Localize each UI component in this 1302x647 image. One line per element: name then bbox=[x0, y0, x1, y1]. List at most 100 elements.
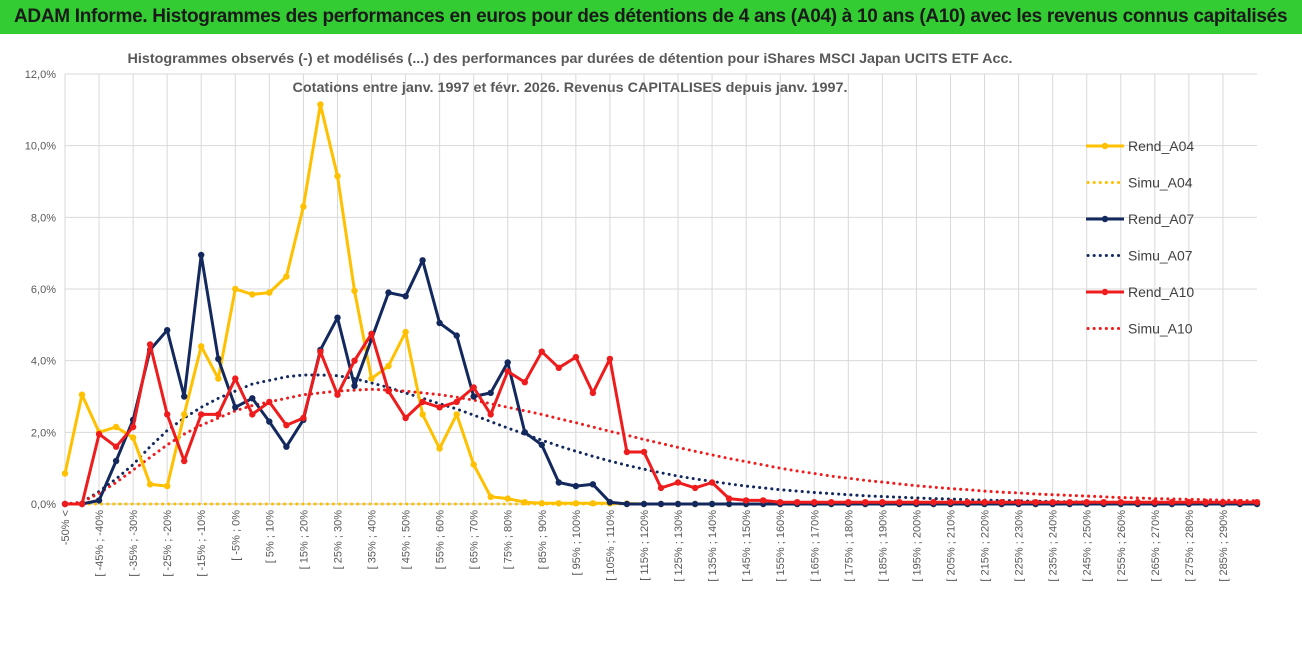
x-tick-label: [ 125% ; 130% bbox=[673, 510, 685, 582]
point-rend-a07 bbox=[402, 293, 409, 300]
point-rend-a10 bbox=[95, 430, 103, 438]
point-rend-a07 bbox=[640, 500, 648, 508]
point-rend-a04 bbox=[164, 482, 171, 490]
y-tick-label: 0,0% bbox=[31, 499, 56, 511]
point-rend-a10 bbox=[112, 443, 120, 450]
x-tick-label: [ 155% ; 160% bbox=[775, 510, 787, 582]
series-simu-a10 bbox=[63, 387, 1259, 506]
x-tick-label: [ 15% ; 20% bbox=[298, 510, 310, 570]
y-axis-ticks: 0,0% 2,0% 4,0% 6,0% 8,0% 10,0% 12,0% bbox=[25, 69, 56, 511]
point-rend-a10 bbox=[981, 499, 988, 506]
x-tick-label: [ 95% ; 100% bbox=[571, 510, 583, 576]
point-rend-a10 bbox=[1151, 499, 1159, 506]
point-rend-a10 bbox=[181, 457, 188, 465]
point-rend-a07 bbox=[215, 355, 222, 363]
x-tick-label: [ 255% ; 260% bbox=[1116, 510, 1128, 582]
point-rend-a10 bbox=[146, 341, 154, 348]
point-rend-a10 bbox=[640, 448, 648, 456]
x-tick-label: [ 195% ; 200% bbox=[911, 510, 923, 582]
point-rend-a10 bbox=[402, 414, 409, 422]
point-rend-a07 bbox=[385, 289, 392, 296]
point-rend-a10 bbox=[1032, 499, 1039, 506]
point-rend-a10 bbox=[504, 368, 511, 375]
point-rend-a04 bbox=[521, 499, 528, 506]
point-rend-a10 bbox=[419, 398, 426, 406]
point-rend-a04 bbox=[317, 101, 324, 108]
point-rend-a10 bbox=[811, 499, 818, 506]
legend-label-simu-a10: Simu_A10 bbox=[1128, 321, 1193, 337]
point-rend-a04 bbox=[589, 500, 597, 507]
point-rend-a04 bbox=[61, 470, 69, 477]
point-rend-a10 bbox=[725, 495, 733, 502]
point-rend-a07 bbox=[419, 257, 426, 264]
point-rend-a10 bbox=[78, 500, 86, 508]
point-rend-a10 bbox=[521, 379, 528, 386]
x-tick-label: [ 245% ; 250% bbox=[1082, 510, 1094, 582]
point-rend-a07 bbox=[623, 500, 631, 508]
x-tick-label: [ 65% ; 70% bbox=[469, 510, 481, 570]
legend-label-simu-a04: Simu_A04 bbox=[1128, 175, 1193, 191]
point-rend-a07 bbox=[725, 500, 733, 508]
point-rend-a04 bbox=[351, 287, 358, 294]
x-tick-label: [ 35% ; 40% bbox=[367, 510, 379, 570]
title-banner: ADAM Informe. Histogrammes des performan… bbox=[0, 0, 1302, 34]
y-tick-label: 8,0% bbox=[31, 212, 56, 224]
point-rend-a10 bbox=[300, 414, 307, 422]
point-rend-a04 bbox=[504, 495, 511, 502]
point-rend-a10 bbox=[930, 499, 937, 506]
x-tick-label: [ 105% ; 110% bbox=[605, 510, 617, 581]
point-rend-a10 bbox=[198, 411, 205, 418]
point-rend-a07 bbox=[470, 393, 477, 400]
point-rend-a10 bbox=[674, 479, 682, 486]
point-rend-a10 bbox=[913, 499, 920, 506]
legend: Rend_A04 Simu_A04 Rend_A07 Simu_A07 Rend_A10… bbox=[1086, 138, 1194, 337]
point-rend-a10 bbox=[623, 448, 631, 456]
point-rend-a04 bbox=[572, 500, 580, 507]
point-rend-a04 bbox=[232, 285, 239, 293]
point-rend-a07 bbox=[708, 500, 716, 508]
point-rend-a10 bbox=[555, 364, 562, 371]
legend-label-rend-a07: Rend_A07 bbox=[1128, 211, 1194, 227]
point-rend-a10 bbox=[606, 355, 614, 363]
point-rend-a10 bbox=[998, 499, 1005, 506]
legend-label-rend-a10: Rend_A10 bbox=[1128, 284, 1194, 300]
point-rend-a07 bbox=[181, 393, 188, 400]
point-rend-a04 bbox=[198, 343, 205, 350]
point-rend-a10 bbox=[896, 499, 903, 506]
point-rend-a10 bbox=[1049, 499, 1056, 506]
point-rend-a10 bbox=[777, 499, 784, 506]
point-rend-a10 bbox=[470, 384, 477, 391]
x-tick-label: [ 85% ; 90% bbox=[537, 510, 549, 570]
point-rend-a10 bbox=[215, 411, 222, 418]
point-rend-a10 bbox=[845, 499, 852, 506]
x-tick-label: [ 225% ; 230% bbox=[1014, 510, 1026, 582]
point-rend-a04 bbox=[78, 391, 86, 398]
legend-label-rend-a04: Rend_A04 bbox=[1128, 138, 1194, 154]
point-rend-a10 bbox=[266, 398, 273, 406]
point-rend-a10 bbox=[334, 391, 341, 398]
point-rend-a04 bbox=[402, 328, 409, 336]
point-rend-a10 bbox=[368, 330, 375, 337]
point-rend-a07 bbox=[283, 443, 290, 450]
banner-title: ADAM Informe. Histogrammes des performan… bbox=[14, 6, 1288, 27]
x-tick-label: [ 215% ; 220% bbox=[980, 510, 992, 582]
x-tick-label: [ -45% ; -40% bbox=[94, 510, 106, 577]
legend-marker-rend-a04 bbox=[1101, 142, 1109, 150]
point-rend-a10 bbox=[351, 357, 358, 364]
y-tick-label: 2,0% bbox=[31, 427, 56, 439]
point-rend-a10 bbox=[249, 411, 256, 418]
point-rend-a04 bbox=[470, 461, 477, 468]
y-tick-label: 6,0% bbox=[31, 284, 56, 296]
point-rend-a10 bbox=[828, 499, 835, 506]
point-rend-a10 bbox=[1236, 499, 1244, 506]
x-tick-label: [ 55% ; 60% bbox=[435, 510, 447, 570]
point-rend-a04 bbox=[283, 273, 290, 280]
y-tick-label: 10,0% bbox=[25, 141, 56, 153]
point-rend-a04 bbox=[436, 445, 443, 452]
point-rend-a10 bbox=[61, 500, 69, 508]
point-rend-a07 bbox=[436, 319, 443, 327]
point-rend-a10 bbox=[947, 499, 954, 506]
point-rend-a07 bbox=[95, 497, 103, 504]
point-rend-a07 bbox=[164, 327, 171, 334]
point-rend-a10 bbox=[538, 348, 545, 355]
